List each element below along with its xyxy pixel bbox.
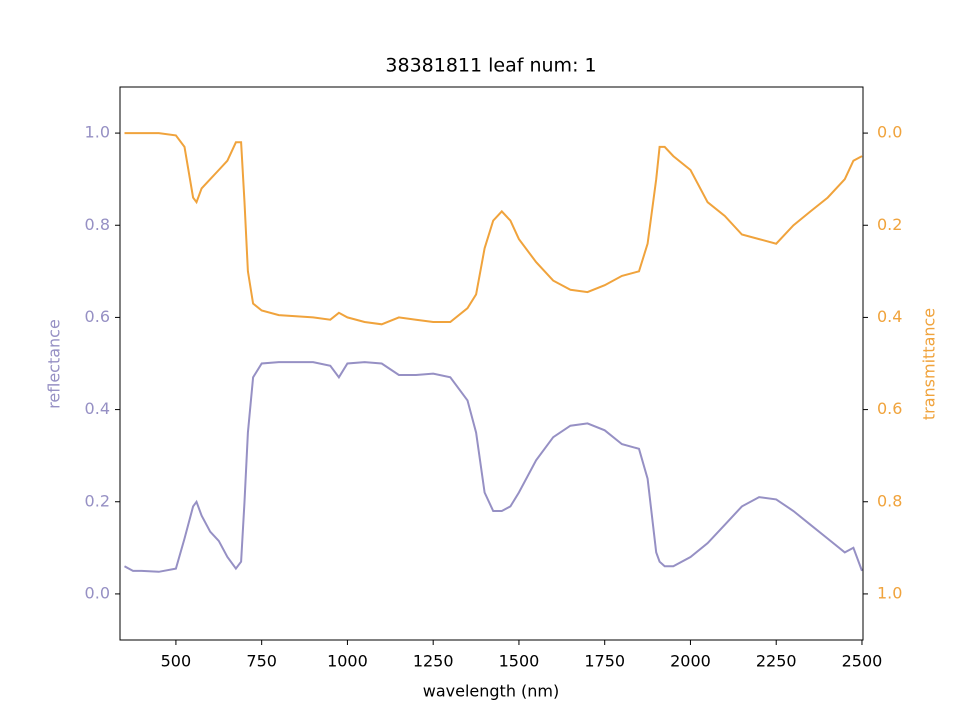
x-tick-label: 750 (246, 652, 277, 671)
chart-title: 38381811 leaf num: 1 (385, 55, 596, 77)
y2-tick-label: 1.0 (877, 583, 902, 602)
x-tick-label: 1000 (327, 652, 368, 671)
y-axis-label: reflectance (45, 319, 64, 409)
data-line (124, 361, 863, 573)
x-axis-label: wavelength (nm) (423, 682, 560, 701)
y-tick-label: 0.4 (85, 399, 110, 418)
plot-frame (119, 86, 864, 641)
x-tick-label: 2500 (842, 652, 883, 671)
x-tick-label: 1250 (413, 652, 454, 671)
y-tick-label: 1.0 (85, 123, 110, 142)
y-tick-label: 0.8 (85, 215, 110, 234)
x-tick-label: 1500 (499, 652, 540, 671)
x-tick-label: 1750 (584, 652, 625, 671)
y-tick-label: 0.6 (85, 307, 110, 326)
y2-tick-label: 0.4 (877, 307, 902, 326)
y2-axis-label: transmittance (920, 308, 939, 420)
x-tick-label: 2000 (670, 652, 711, 671)
x-tick-label: 2250 (756, 652, 797, 671)
y2-tick-label: 0.2 (877, 215, 902, 234)
y-tick-label: 0.0 (85, 583, 110, 602)
x-tick-label: 500 (161, 652, 192, 671)
y-tick-label: 0.2 (85, 491, 110, 510)
y2-tick-label: 0.6 (877, 399, 902, 418)
y2-tick-label: 0.8 (877, 491, 902, 510)
y2-tick-label: 0.0 (877, 123, 902, 142)
data-line (124, 132, 863, 326)
